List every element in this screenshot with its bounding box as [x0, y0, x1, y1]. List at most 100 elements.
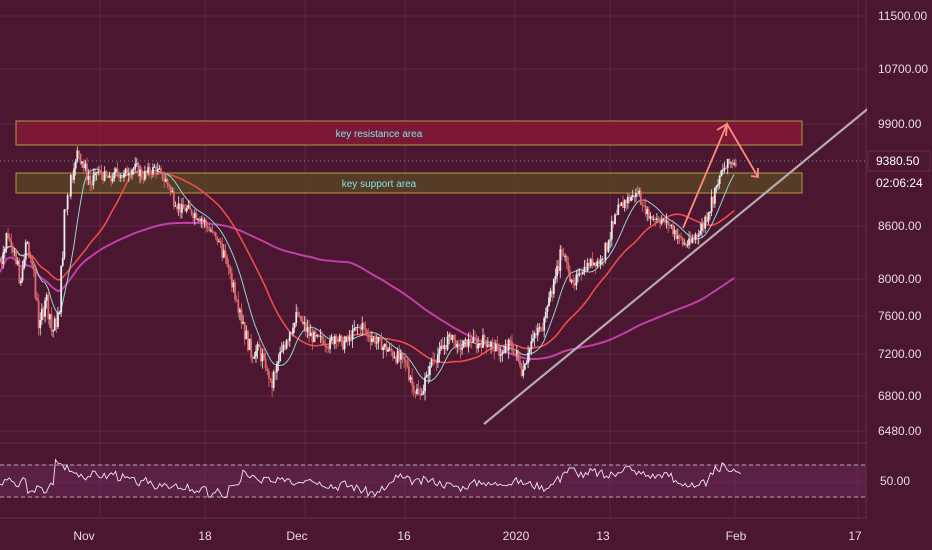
candle-body: [55, 318, 58, 328]
price-tick-label: 8000.00: [878, 272, 922, 286]
candle-body: [467, 339, 470, 347]
candle-body: [488, 345, 491, 347]
candle-body: [5, 233, 8, 250]
candle-body: [314, 331, 317, 337]
candle-body: [63, 209, 66, 258]
candle-body: [229, 268, 232, 274]
time-tick-label: 17: [848, 529, 862, 543]
time-tick-label: 16: [397, 529, 411, 543]
candle-body: [161, 172, 164, 179]
candle-body: [342, 339, 344, 350]
candle-body: [655, 218, 658, 220]
candle-body: [169, 186, 172, 192]
candle-body: [681, 237, 684, 245]
candle-body: [177, 203, 180, 210]
candle-body: [628, 196, 631, 201]
candle-body: [607, 240, 610, 252]
candle-body: [118, 172, 121, 179]
candle-body: [409, 376, 412, 381]
candle-body: [509, 339, 512, 342]
candle-body: [693, 238, 695, 240]
time-tick-label: 13: [596, 529, 610, 543]
candle-body: [544, 311, 547, 319]
candle-body: [475, 339, 478, 349]
candle-body: [337, 340, 339, 342]
candle-body: [596, 261, 599, 267]
candle-body: [541, 330, 544, 332]
candle-body: [570, 279, 573, 282]
candle-body: [192, 213, 195, 218]
candle-body: [103, 171, 106, 181]
candle-body: [535, 333, 538, 336]
candle-body: [445, 344, 447, 350]
candle-body: [0, 261, 1, 263]
candle-body: [519, 360, 521, 366]
candle-body: [298, 315, 301, 317]
candle-body: [660, 219, 663, 224]
candle-body: [591, 259, 594, 266]
candle-body: [593, 262, 595, 266]
candle-body: [361, 323, 364, 330]
candle-body: [551, 290, 554, 294]
candle-body: [123, 173, 125, 178]
candle-body: [391, 351, 394, 358]
candle-body: [552, 279, 555, 294]
candle-body: [274, 371, 277, 373]
candle-body: [598, 261, 600, 265]
candle-body: [456, 343, 459, 348]
candle-body: [419, 394, 422, 396]
candle-body: [623, 200, 626, 208]
candle-body: [132, 168, 135, 171]
candle-body: [390, 348, 393, 352]
candle-body: [565, 255, 568, 264]
candle-body: [522, 369, 525, 376]
price-tick-label: 9900.00: [878, 117, 922, 131]
candle-body: [424, 377, 426, 392]
candle-body: [364, 328, 367, 331]
candle-body: [620, 202, 623, 207]
projection-arrow-down: [750, 168, 759, 179]
candle-body: [388, 348, 391, 350]
candle-body: [728, 158, 731, 164]
candle-body: [184, 208, 187, 212]
candle-body: [276, 363, 278, 373]
zone-box-support: [15, 172, 803, 194]
candle-body: [438, 349, 441, 355]
candle-body: [272, 371, 275, 388]
candle-body: [630, 196, 633, 201]
candle-body: [651, 216, 653, 220]
candle-body: [353, 328, 356, 331]
candle-body: [478, 343, 481, 345]
candle-body: [26, 242, 29, 244]
candle-body: [604, 243, 607, 260]
candle-body: [121, 176, 124, 178]
candle-body: [179, 203, 182, 213]
candle-body: [182, 204, 185, 209]
candle-body: [187, 204, 190, 209]
candle-body: [372, 338, 375, 340]
candle-body: [420, 394, 423, 396]
candle-body: [340, 335, 343, 340]
candle-body: [300, 316, 302, 321]
candle-body: [649, 216, 652, 219]
candle-body: [34, 270, 37, 299]
candle-body: [50, 314, 53, 331]
candle-body: [338, 335, 341, 342]
price-tick-label: 7200.00: [878, 347, 922, 361]
candle-body: [267, 371, 270, 379]
candle-body: [321, 335, 323, 341]
candle-body: [255, 350, 257, 357]
candle-body: [585, 266, 587, 271]
candle-body: [205, 220, 207, 227]
candle-body: [480, 343, 483, 348]
candle-body: [435, 361, 438, 363]
candle-body: [147, 167, 150, 174]
candle-body: [145, 171, 148, 174]
candle-body: [408, 366, 410, 381]
candle-body: [507, 339, 510, 351]
candle-body: [659, 220, 661, 224]
candle-body: [2, 252, 5, 265]
candle-body: [350, 336, 352, 340]
